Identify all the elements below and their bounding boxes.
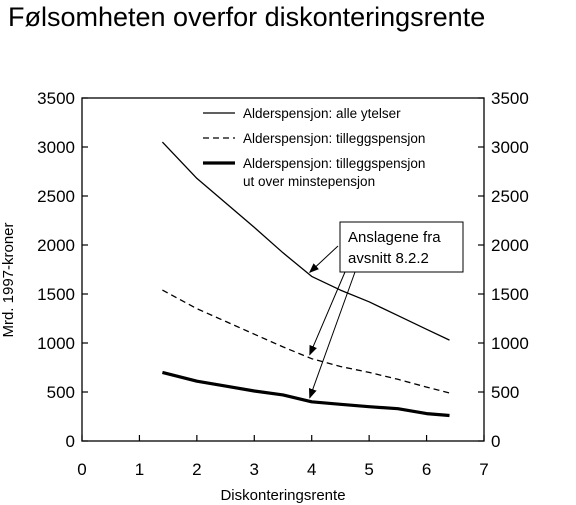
x-axis: 0 1 2 3 4 5 6 7 [77,435,489,479]
x-tick-label-6: 6 [422,460,431,479]
left-y-tick-label-6: 3000 [37,138,75,157]
right-y-tick-label-3: 1500 [491,285,529,304]
x-tick-label-4: 4 [307,460,316,479]
annotation: Anslagene fra avsnitt 8.2.2 [308,221,464,399]
legend-label-0: Alderspensjon: alle ytelser [243,106,401,121]
annotation-box [339,221,464,273]
x-tick-label-0: 0 [77,460,86,479]
x-tick-label-3: 3 [250,460,259,479]
series-line-1 [162,289,450,394]
annotation-arrow-0 [308,245,339,274]
right-y-tick-label-0: 0 [491,432,500,451]
right-y-tick-label-2: 1000 [491,334,529,353]
series-line-2 [162,370,450,418]
series-layer [161,141,450,418]
left-y-tick-label-2: 1000 [37,334,75,353]
right-y-tick-label-1: 500 [491,383,519,402]
left-y-tick-label-3: 1500 [37,285,75,304]
legend-label-2-line-2: ut over minstepensjon [243,174,375,189]
left-y-tick-label-1: 500 [47,383,75,402]
left-y-tick-label-4: 2000 [37,236,75,255]
x-tick-label-5: 5 [364,460,373,479]
annotation-arrow-2 [308,271,356,399]
x-tick-label-1: 1 [135,460,144,479]
annotation-arrow-1 [309,271,346,356]
annotation-line-1: Anslagene fra [348,229,441,246]
series-line-0 [161,141,450,341]
x-tick-label-2: 2 [192,460,201,479]
legend-label-1: Alderspensjon: tilleggspensjon [243,131,425,146]
annotation-line-2: avsnitt 8.2.2 [348,250,429,267]
left-y-tick-label-0: 0 [66,432,75,451]
right-y-tick-label-7: 3500 [491,89,529,108]
chart-title: Følsomheten overfor diskonteringsrente [8,2,485,32]
y-axis-label: Mrd. 1997-kroner [0,222,17,337]
right-y-tick-label-5: 2500 [491,187,529,206]
annotation-arrows [308,245,356,399]
x-axis-label: Diskonteringsrente [220,487,345,504]
right-y-tick-label-4: 2000 [491,236,529,255]
left-y-axis: 0 500 1000 1500 2000 2500 3000 3500 [37,89,88,451]
legend-label-2-line-1: Alderspensjon: tilleggspensjon [243,156,425,171]
x-tick-label-7: 7 [479,460,488,479]
right-y-axis: 0 500 1000 1500 2000 2500 3000 3500 [478,89,529,451]
legend: Alderspensjon: alle ytelser Alderspensjo… [203,106,425,189]
left-y-tick-label-5: 2500 [37,187,75,206]
plot-frame [81,97,485,442]
left-y-tick-label-7: 3500 [37,89,75,108]
right-y-tick-label-6: 3000 [491,138,529,157]
